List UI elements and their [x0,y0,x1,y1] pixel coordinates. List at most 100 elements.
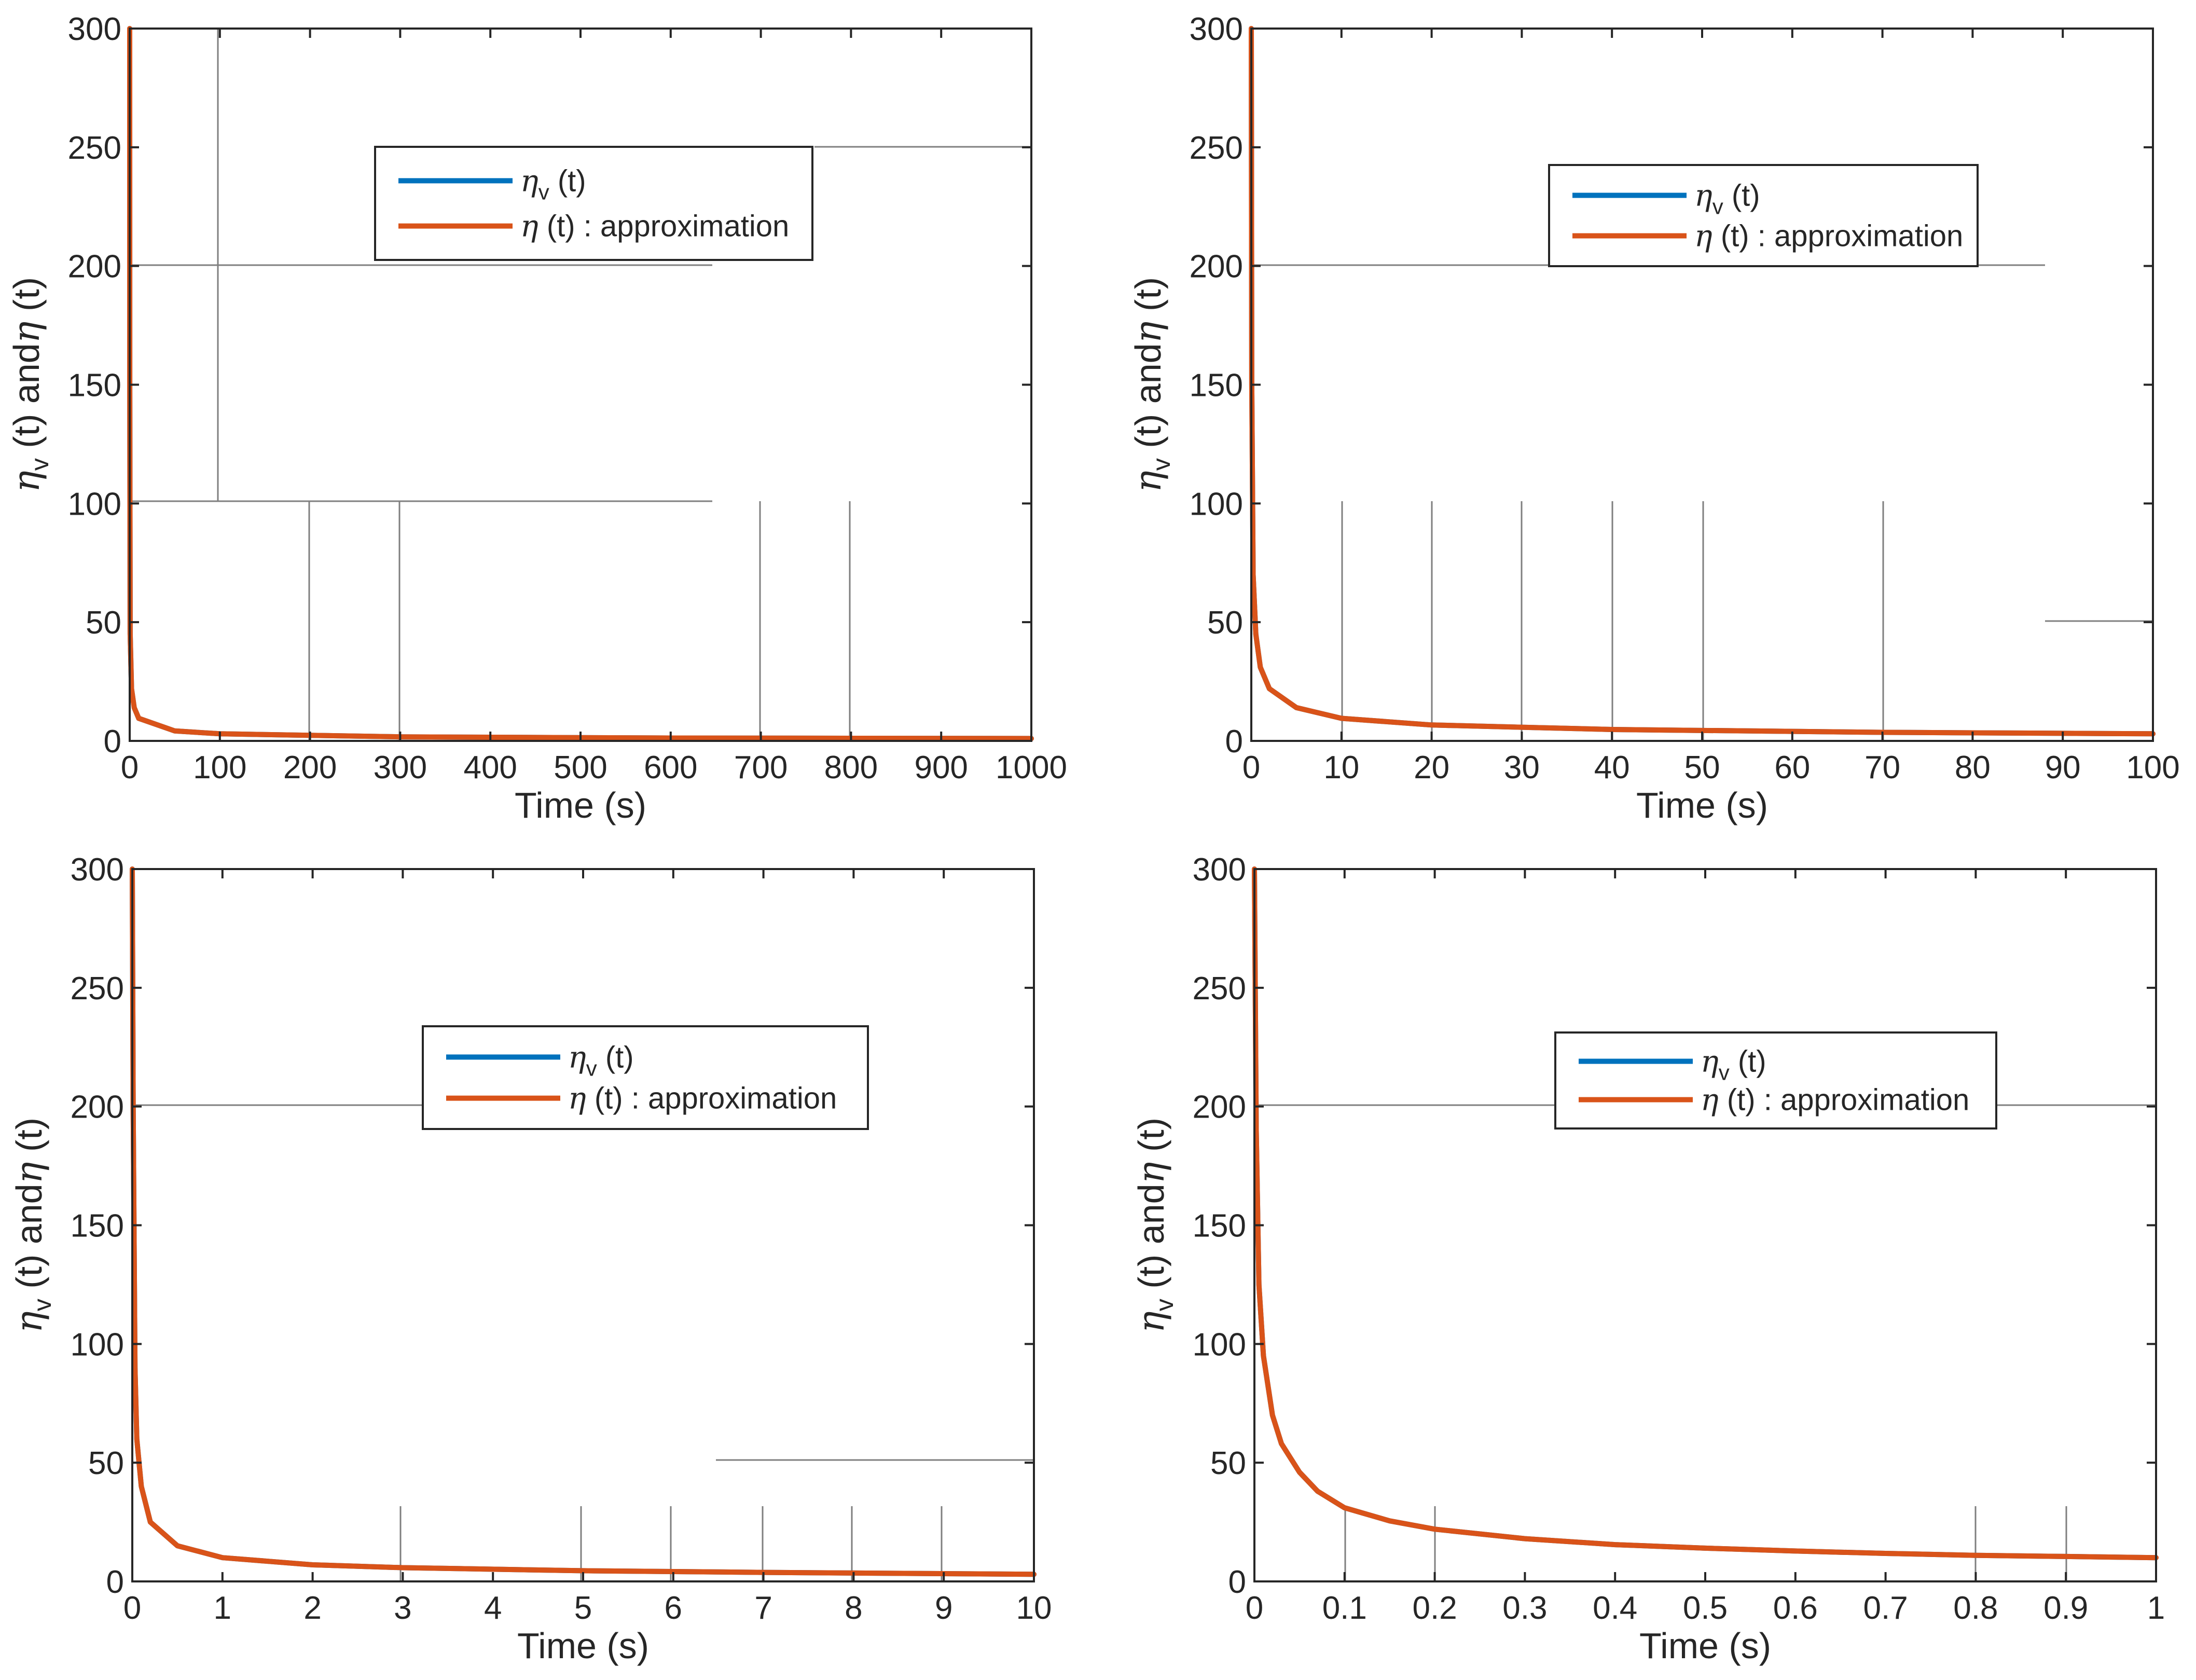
y-tick-label: 0 [1225,724,1243,760]
x-tick-label: 0 [1242,750,1260,786]
x-tick-label: 60 [1774,750,1810,786]
y-tick-label: 50 [88,1445,124,1481]
x-axis-label: Time (s) [517,1626,649,1666]
y-tick-label: 0 [106,1564,124,1600]
legend: ηv (t)η (t) : approximation [1548,164,1979,267]
eta-approx-line [1249,26,2156,737]
y-tick-label: 250 [1193,971,1246,1007]
legend-label-eta-v: ηv (t) [568,1039,634,1080]
y-tick-label: 200 [71,1090,124,1125]
x-tick-label: 100 [2126,750,2179,786]
x-tick-label: 8 [845,1590,862,1626]
y-tick-label: 100 [1193,1327,1246,1362]
x-tick-label: 500 [554,750,607,786]
x-tick-label: 7 [754,1590,772,1626]
legend-label-eta: η (t) : approximation [1694,218,1963,254]
x-tick-label: 90 [2045,750,2081,786]
x-tick-label: 0 [121,750,139,786]
x-axis-label: Time (s) [1636,785,1768,825]
legend: ηv (t) η (t) : approximation [374,146,813,261]
y-tick-label: 100 [71,1327,124,1362]
plot-area [130,29,1031,741]
x-tick-label: 0.5 [1683,1590,1728,1626]
x-tick-label: 9 [935,1590,952,1626]
y-tick-label: 150 [1190,368,1243,404]
chart-panel-bottom-right: 0 0.1 0.2 0.3 0.4 0.5 0.6 0.7 0.8 0.9 1 0 50 100 150 20… [1130,852,2165,1666]
x-tick-label: 30 [1504,750,1540,786]
y-tick-label: 150 [68,368,121,404]
x-tick-label: 3 [394,1590,411,1626]
x-tick-label: 0.9 [2043,1590,2088,1626]
x-tick-label: 300 [374,750,427,786]
eta-approx-line [130,866,1037,1577]
legend-box [374,146,813,261]
legend-box [1548,164,1979,267]
y-tick-label: 100 [68,486,121,522]
x-tick-label: 10 [1323,750,1359,786]
x-tick-label: 0.2 [1412,1590,1457,1626]
x-tick-label: 80 [1955,750,1991,786]
x-tick-label: 4 [484,1590,502,1626]
eta-approx-line [1252,866,2159,1561]
x-tick-label: 200 [283,750,337,786]
y-tick-label: 300 [1193,852,1246,888]
y-tick-label: 250 [1190,130,1243,166]
legend-label-eta: η (t) : approximation [520,209,789,244]
y-tick-label: 200 [68,249,121,285]
x-tick-label: 0.6 [1773,1590,1818,1626]
y-tick-label: 150 [71,1208,124,1244]
chart-panel-top-left: 0 100 200 300 400 500 600 700 800 900 1000 0 50 100 15… [5,11,1067,825]
y-tick-label: 100 [1190,486,1243,522]
x-tick-label: 10 [1016,1590,1052,1626]
plot-area [1254,869,2156,1581]
x-tick-label: 800 [824,750,878,786]
x-tick-label: 0.4 [1593,1590,1637,1626]
y-tick-label: 0 [1228,1564,1246,1600]
x-tick-label: 6 [665,1590,682,1626]
y-tick-label: 300 [1190,11,1243,47]
x-axis-label: Time (s) [1639,1626,1771,1666]
x-tick-label: 70 [1864,750,1900,786]
plot-area [132,869,1034,1581]
x-tick-label: 0 [123,1590,141,1626]
legend-box [1554,1031,1997,1130]
x-tick-label: 400 [463,750,517,786]
plot-area [1251,29,2153,741]
x-tick-label: 100 [193,750,246,786]
legend-label-eta-v: ηv (t) [1701,1044,1766,1085]
x-tick-label: 5 [574,1590,592,1626]
y-tick-label: 50 [1207,605,1243,641]
y-axis-label: ηv (t) andη (t) [1130,1118,1179,1333]
y-tick-label: 200 [1193,1090,1246,1125]
chart-panel-top-right: 0 10 20 30 40 50 60 70 80 90 100 0 50 100 150 200 250 300… [1127,11,2180,825]
y-tick-label: 300 [68,11,121,47]
legend-label-eta: η (t) : approximation [1701,1082,1969,1118]
legend-label-eta-v: ηv (t) [520,163,586,204]
x-tick-label: 0 [1246,1590,1263,1626]
legend-box [422,1025,869,1130]
y-axis-label: ηv (t) andη (t) [5,277,54,492]
y-tick-label: 250 [71,971,124,1007]
x-tick-label: 2 [303,1590,321,1626]
x-tick-label: 1 [214,1590,231,1626]
x-tick-label: 50 [1684,750,1720,786]
x-axis-label: Time (s) [515,785,646,825]
legend-label-eta: η (t) : approximation [568,1081,837,1116]
x-tick-label: 0.3 [1502,1590,1547,1626]
x-tick-label: 0.7 [1863,1590,1908,1626]
y-tick-label: 0 [104,724,121,760]
y-tick-label: 150 [1193,1208,1246,1244]
y-tick-label: 250 [68,130,121,166]
x-tick-label: 40 [1594,750,1630,786]
x-tick-label: 1000 [996,750,1067,786]
x-tick-label: 600 [644,750,697,786]
legend-label-eta-v: ηv (t) [1694,178,1760,219]
legend: ηv (t)η (t) : approximation [422,1025,869,1130]
x-tick-label: 700 [734,750,788,786]
x-tick-label: 0.8 [1953,1590,1998,1626]
y-axis-label: ηv (t) andη (t) [8,1118,57,1333]
x-tick-label: 1 [2147,1590,2165,1626]
x-tick-label: 900 [914,750,968,786]
